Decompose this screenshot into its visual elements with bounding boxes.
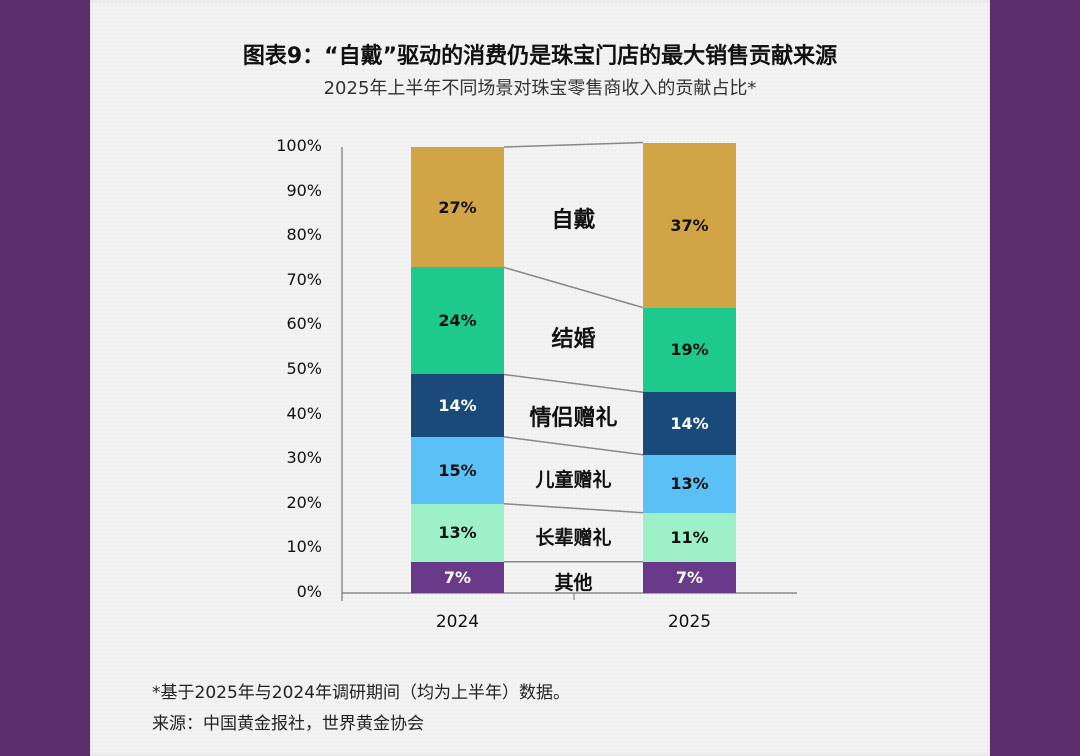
bar-segment-2024: 15% [411, 436, 504, 504]
right-border [990, 0, 1080, 756]
left-border [0, 0, 90, 756]
bar-segment-2024: 14% [411, 374, 504, 437]
category-label: 自戴 [551, 207, 596, 233]
x-tick-label: 2024 [435, 612, 480, 632]
bar-segment-2024: 24% [411, 267, 504, 375]
paper-background [90, 0, 990, 756]
bar-segment-2025: 11% [643, 512, 736, 562]
y-tick-label: 10% [286, 537, 322, 557]
category-label: 情侣赠礼 [529, 406, 618, 432]
footnote: *基于2025年与2024年调研期间（均为上半年）数据。 [152, 683, 571, 703]
y-tick-label: 100% [276, 136, 322, 155]
connector-line [503, 436, 644, 456]
connector-line [503, 141, 644, 148]
bar-segment-2025: 37% [643, 142, 736, 308]
category-label: 结婚 [551, 327, 596, 353]
chart-subtitle: 2025年上半年不同场景对珠宝零售商收入的贡献占比* [323, 78, 757, 99]
category-label: 长辈赠礼 [535, 526, 612, 549]
connector-line [503, 503, 644, 514]
y-tick-label: 70% [286, 269, 322, 289]
bar-segment-2025: 13% [643, 454, 736, 513]
bar-segment-2024: 13% [411, 503, 504, 562]
category-label: 其他 [554, 572, 593, 595]
y-tick-label: 0% [296, 582, 322, 601]
y-tick-label: 50% [286, 359, 322, 378]
category-label: 儿童赠礼 [535, 468, 612, 491]
bar-segment-2025: 19% [643, 307, 736, 393]
y-tick-label: 20% [286, 492, 322, 512]
x-tick-label: 2025 [667, 612, 712, 632]
y-tick-label: 60% [286, 314, 322, 334]
bar-segment-2025: 14% [643, 392, 736, 455]
connector-line [503, 266, 644, 309]
bar-segment-2024: 27% [411, 147, 504, 268]
y-tick-label: 30% [286, 448, 322, 468]
bar-segment-2025: 7% [643, 561, 736, 593]
y-tick-label: 80% [286, 225, 322, 245]
y-tick-label: 90% [286, 180, 322, 200]
bar-segment-2024: 7% [411, 561, 504, 593]
source-note: 来源：中国黄金报社，世界黄金协会 [152, 714, 424, 734]
chart-title: 图表9：“自戴”驱动的消费仍是珠宝门店的最大销售贡献来源 [242, 44, 838, 69]
y-tick-label: 40% [286, 403, 322, 423]
connector-line [503, 373, 644, 394]
